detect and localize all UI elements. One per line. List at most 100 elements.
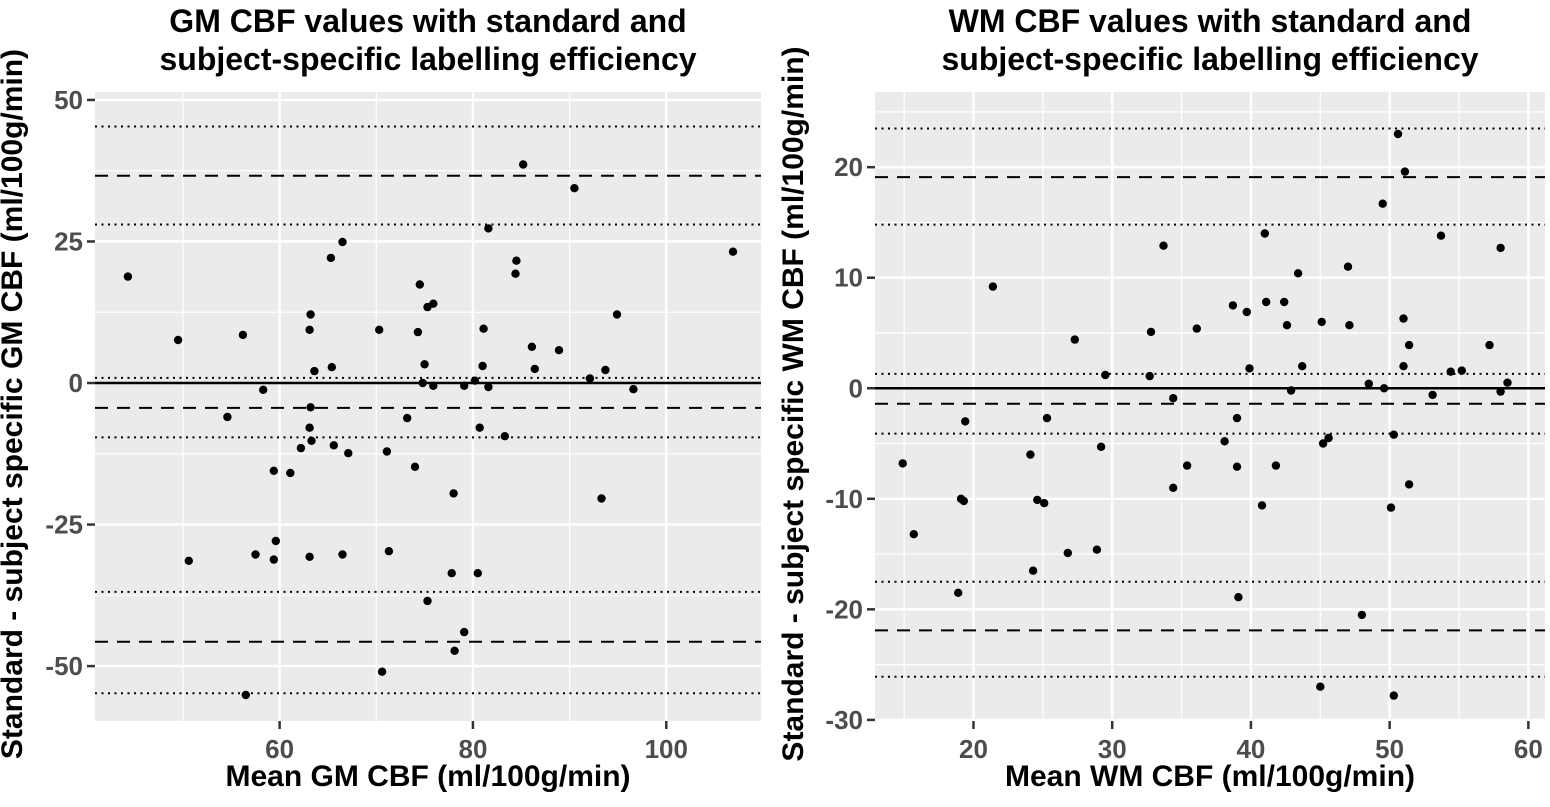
gm-axes: 60 80 100 50 25 0 -25 -50 <box>45 85 688 764</box>
data-point <box>423 596 432 606</box>
y-tick-label: -25 <box>45 510 83 540</box>
data-point <box>1063 548 1073 558</box>
data-point <box>1404 340 1414 350</box>
x-tick-label: 50 <box>1375 734 1404 764</box>
data-point <box>1389 430 1399 439</box>
data-point <box>410 462 420 471</box>
wm-panel-background <box>875 92 1545 721</box>
gm-reference-lines <box>95 125 761 695</box>
data-point <box>429 299 438 308</box>
data-point <box>429 381 438 390</box>
data-point <box>1485 340 1494 350</box>
data-point <box>420 360 429 369</box>
data-point <box>307 436 316 445</box>
data-point <box>1496 243 1505 253</box>
data-point <box>1092 545 1102 554</box>
wm-plot-title-line1: WM CBF values with standard and <box>948 3 1472 39</box>
y-tick-label: 10 <box>834 263 863 293</box>
data-point <box>329 441 338 450</box>
data-point <box>306 403 315 412</box>
data-point <box>1282 321 1292 330</box>
data-point <box>223 412 232 422</box>
data-point <box>238 330 248 340</box>
data-point <box>413 327 423 337</box>
data-point <box>1028 566 1038 575</box>
data-point <box>1343 262 1353 271</box>
data-point <box>403 413 412 423</box>
data-point <box>959 496 968 506</box>
data-point <box>305 552 314 561</box>
data-point <box>251 550 260 559</box>
y-tick-label: -50 <box>45 651 83 681</box>
y-tick-label: 20 <box>834 152 863 182</box>
data-point <box>585 374 595 383</box>
data-point <box>1317 317 1326 327</box>
y-tick-label: -20 <box>825 594 863 624</box>
gm-plot-title-line1: GM CBF values with standard and <box>169 3 687 39</box>
gm-plot-title-line2: subject-specific labelling efficiency <box>159 41 697 77</box>
gm-plot-title: GM CBF values with standard and subject-… <box>48 2 808 78</box>
data-point <box>1446 367 1455 376</box>
data-point <box>1318 439 1328 448</box>
data-point <box>629 385 638 394</box>
x-tick-label: 20 <box>959 734 988 764</box>
data-point <box>1257 501 1267 510</box>
data-point <box>470 376 480 385</box>
data-point <box>1262 297 1271 307</box>
data-point <box>511 269 520 278</box>
data-point <box>1220 437 1229 446</box>
data-point <box>1271 461 1281 470</box>
wm-major-gridlines <box>875 92 1545 722</box>
data-point <box>1245 364 1254 373</box>
data-point <box>478 361 487 371</box>
data-point <box>1399 314 1408 323</box>
data-point <box>241 690 250 700</box>
data-point <box>1169 483 1178 492</box>
data-point <box>384 547 394 556</box>
y-tick-label: -30 <box>825 705 863 735</box>
data-point <box>1145 371 1154 381</box>
data-point <box>570 184 579 193</box>
data-point <box>1428 390 1437 400</box>
data-point <box>1260 229 1270 238</box>
x-tick-label: 100 <box>645 734 688 764</box>
data-point <box>898 459 907 468</box>
data-point <box>1232 462 1242 471</box>
data-point <box>460 627 469 637</box>
data-point <box>1040 499 1049 508</box>
data-point <box>1503 378 1512 387</box>
data-point <box>1400 167 1410 176</box>
data-point <box>954 588 963 597</box>
data-point <box>326 253 336 263</box>
data-point <box>601 365 610 375</box>
data-point <box>530 364 539 374</box>
data-point <box>988 282 998 291</box>
gm-major-gridlines <box>95 92 761 721</box>
data-point <box>449 489 458 498</box>
data-point <box>1286 386 1296 395</box>
data-point <box>1364 379 1374 388</box>
data-point <box>1393 129 1403 139</box>
data-point <box>184 556 193 565</box>
y-tick-label: 50 <box>54 85 83 115</box>
data-point <box>382 447 392 456</box>
data-point <box>500 432 509 441</box>
y-tick-label: 25 <box>54 226 83 256</box>
wm-plot-title: WM CBF values with standard and subject-… <box>830 2 1550 78</box>
data-point <box>415 280 424 289</box>
data-point <box>519 160 528 169</box>
wm-minor-gridlines <box>875 92 1545 721</box>
data-point <box>1159 241 1168 250</box>
data-point <box>377 667 387 676</box>
data-point <box>597 494 606 503</box>
data-point <box>344 449 353 458</box>
data-point <box>479 324 488 333</box>
gm-points <box>123 160 738 700</box>
data-point <box>1389 691 1399 700</box>
data-point <box>1404 480 1414 489</box>
data-point <box>173 335 183 345</box>
data-point <box>1457 366 1467 375</box>
x-tick-label: 30 <box>1098 734 1127 764</box>
data-point <box>475 423 484 432</box>
data-point <box>1228 301 1238 310</box>
